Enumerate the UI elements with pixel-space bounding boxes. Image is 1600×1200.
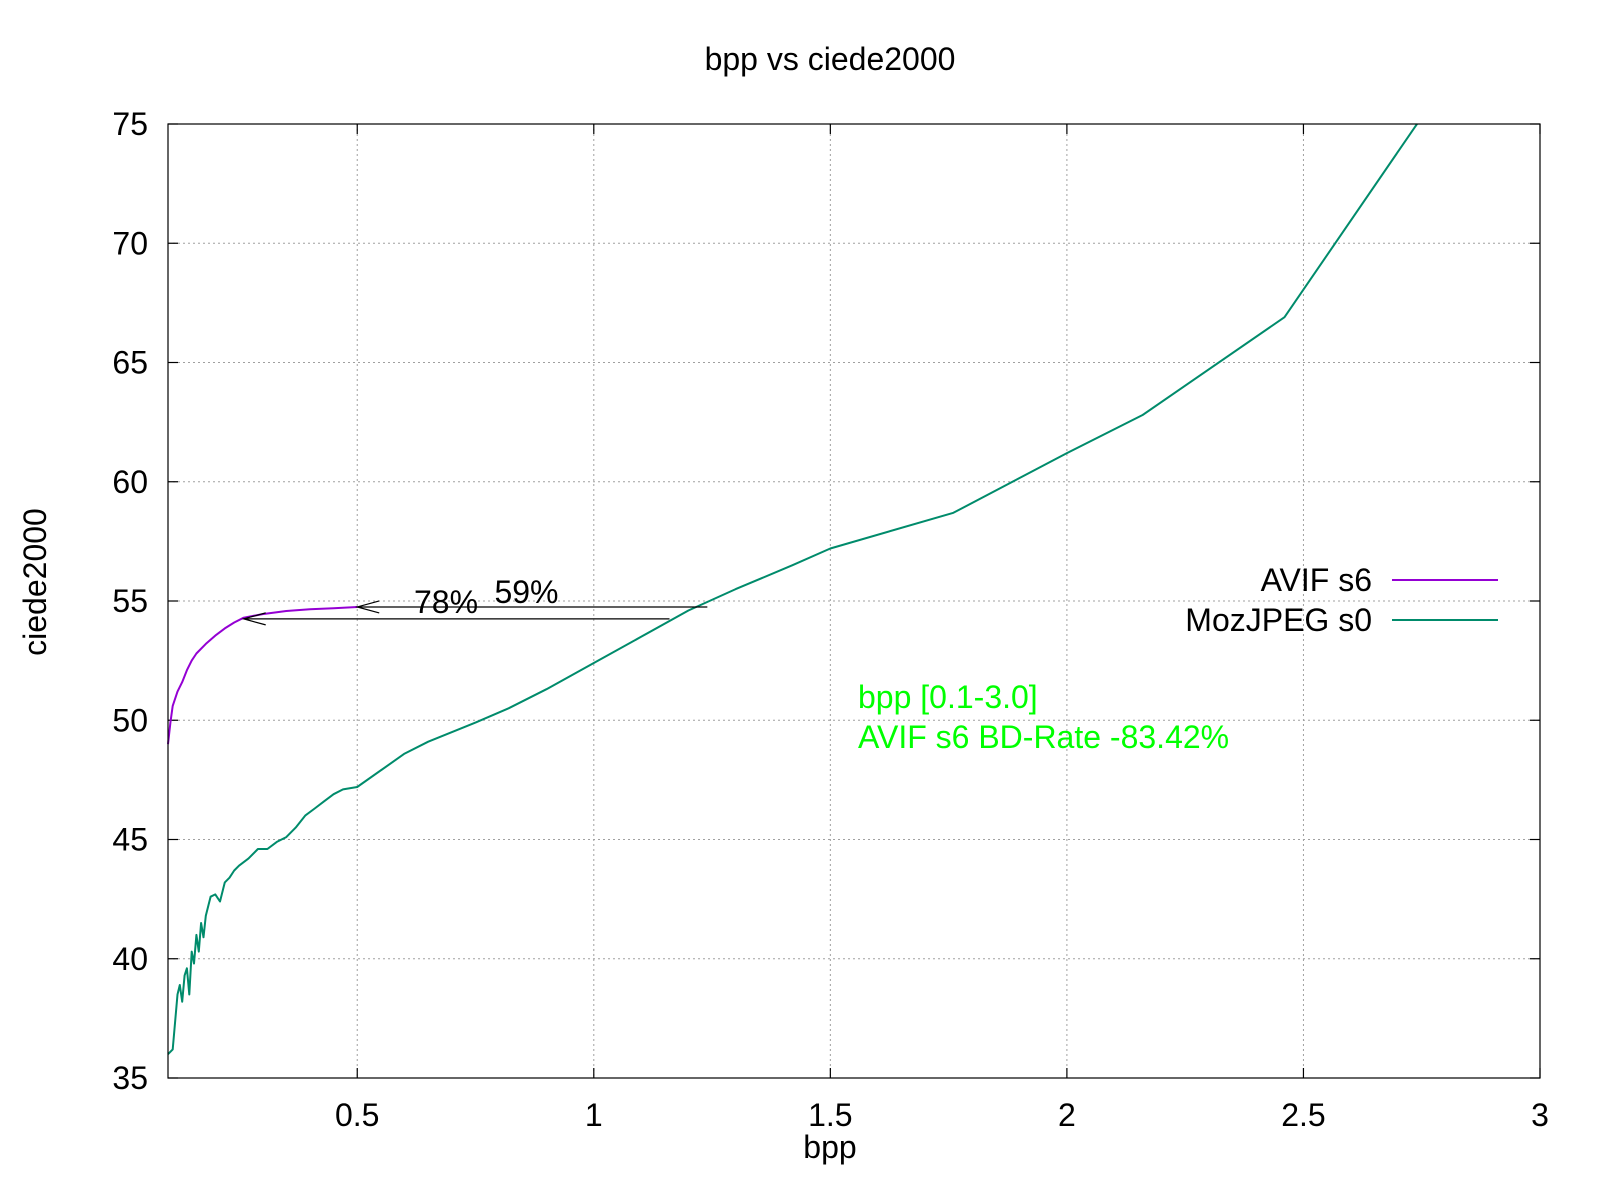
legend-label: AVIF s6 [1261,562,1372,598]
y-tick-label: 35 [112,1060,148,1096]
x-tick-label: 3 [1531,1097,1549,1133]
y-tick-label: 65 [112,345,148,381]
info-box: bpp [0.1-3.0] AVIF s6 BD-Rate -83.42% [858,679,1229,755]
x-axis-title: bpp [803,1129,856,1165]
x-tick-label: 2 [1058,1097,1076,1133]
annotation-label: 78% [414,584,478,620]
grid-layer [168,123,1541,1079]
annotation-arrow-head [241,612,266,626]
chart-title: bpp vs ciede2000 [705,41,956,77]
annotation-arrow-head [354,600,380,614]
y-tick-label: 55 [112,583,148,619]
series-line-avif-s6 [167,606,358,745]
x-tick-label: 0.5 [335,1097,379,1133]
legend: AVIF s6 MozJPEG s0 [1185,562,1498,638]
y-tick-label: 70 [112,225,148,261]
tick-layer: 0.5 1 1.5 2 2.5 3 35 40 45 50 55 60 65 70 75 [112,106,1548,1133]
annotation-layer: 78% 59% [241,574,708,626]
y-axis-title: ciede2000 [17,508,53,656]
series-line-mozjpeg-s0 [167,123,1418,1055]
y-tick-label: 40 [112,941,148,977]
series-layer [167,123,1418,1055]
y-tick-label: 60 [112,464,148,500]
info-line: AVIF s6 BD-Rate -83.42% [858,719,1229,755]
y-tick-label: 75 [112,106,148,142]
plot-frame [167,123,1541,1079]
annotation-label: 59% [494,574,558,610]
y-tick-label: 45 [112,822,148,858]
x-tick-label: 1.5 [808,1097,852,1133]
info-line: bpp [0.1-3.0] [858,679,1038,715]
y-tick-label: 50 [112,702,148,738]
x-tick-label: 1 [585,1097,603,1133]
x-tick-label: 2.5 [1281,1097,1325,1133]
legend-label: MozJPEG s0 [1185,602,1372,638]
